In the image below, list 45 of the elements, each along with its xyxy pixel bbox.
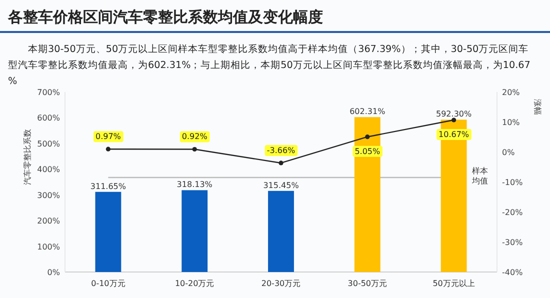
x-tick-label: 30-50万元 xyxy=(348,279,388,288)
y2-tick-label: 20% xyxy=(502,88,520,97)
ref-line-label: 样本均值 xyxy=(470,166,488,186)
y-tick-label: 100% xyxy=(37,242,60,252)
x-tick-label: 50万元以上 xyxy=(432,279,475,288)
y2-tick-label: -20% xyxy=(502,208,524,217)
data-label: 602.31% xyxy=(350,107,386,116)
y-tick-label: 200% xyxy=(37,216,60,226)
y2-tick-label: -10% xyxy=(502,178,524,187)
point xyxy=(365,134,370,140)
bar xyxy=(182,190,208,272)
data-label: 0.92% xyxy=(182,132,208,142)
data-label: 315.45% xyxy=(263,180,300,190)
x-tick-label: 0-10万元 xyxy=(91,279,126,288)
x-tick-label: 20-30万元 xyxy=(261,279,301,288)
chart-title: 各整车价格区间汽车零整比系数均值及变化幅度 xyxy=(7,8,323,26)
y-tick-label: 500% xyxy=(37,139,60,148)
y-tick-label: 0% xyxy=(47,268,60,277)
data-label: 311.65% xyxy=(90,182,126,191)
data-label: -3.66% xyxy=(266,146,296,155)
bar xyxy=(354,117,380,272)
y-tick-label: 700% xyxy=(37,88,60,97)
bar xyxy=(440,120,467,272)
point xyxy=(278,160,284,166)
data-label: 10.67% xyxy=(438,130,470,139)
bar xyxy=(268,190,294,272)
data-label: 318.13% xyxy=(176,180,213,190)
point xyxy=(106,146,110,152)
point xyxy=(192,146,197,152)
point xyxy=(452,118,456,122)
y-tick-label: 300% xyxy=(37,190,60,200)
x-tick-label: 10-20万元 xyxy=(174,279,214,288)
y2-tick-label: -30% xyxy=(502,238,524,247)
bar xyxy=(95,192,122,272)
chart-subtitle: 本期30-50万元、50万元以上区间样本车型零整比系数均值高于样本均值（367.39%）；其中，30-50万元区间车型汽车零整比系数均值最高，为602.31%；与上期相比，本期50万元以上区间车型零整比系数均值涨幅最高，为10.67% xyxy=(8,43,530,87)
data-label: 0.97% xyxy=(95,132,122,142)
data-label: 592.30% xyxy=(436,110,472,119)
data-label: 5.05% xyxy=(354,146,380,156)
y-axis-title: 汽车零整比系数 xyxy=(23,129,32,185)
y-tick-label: 400% xyxy=(37,165,60,174)
y2-tick-label: 0% xyxy=(502,148,516,157)
y2-tick-label: 10% xyxy=(502,118,520,127)
y2-tick-label: -40% xyxy=(502,268,524,277)
y2-axis-title: 涨幅 xyxy=(533,99,542,115)
y-tick-label: 600% xyxy=(37,114,60,123)
